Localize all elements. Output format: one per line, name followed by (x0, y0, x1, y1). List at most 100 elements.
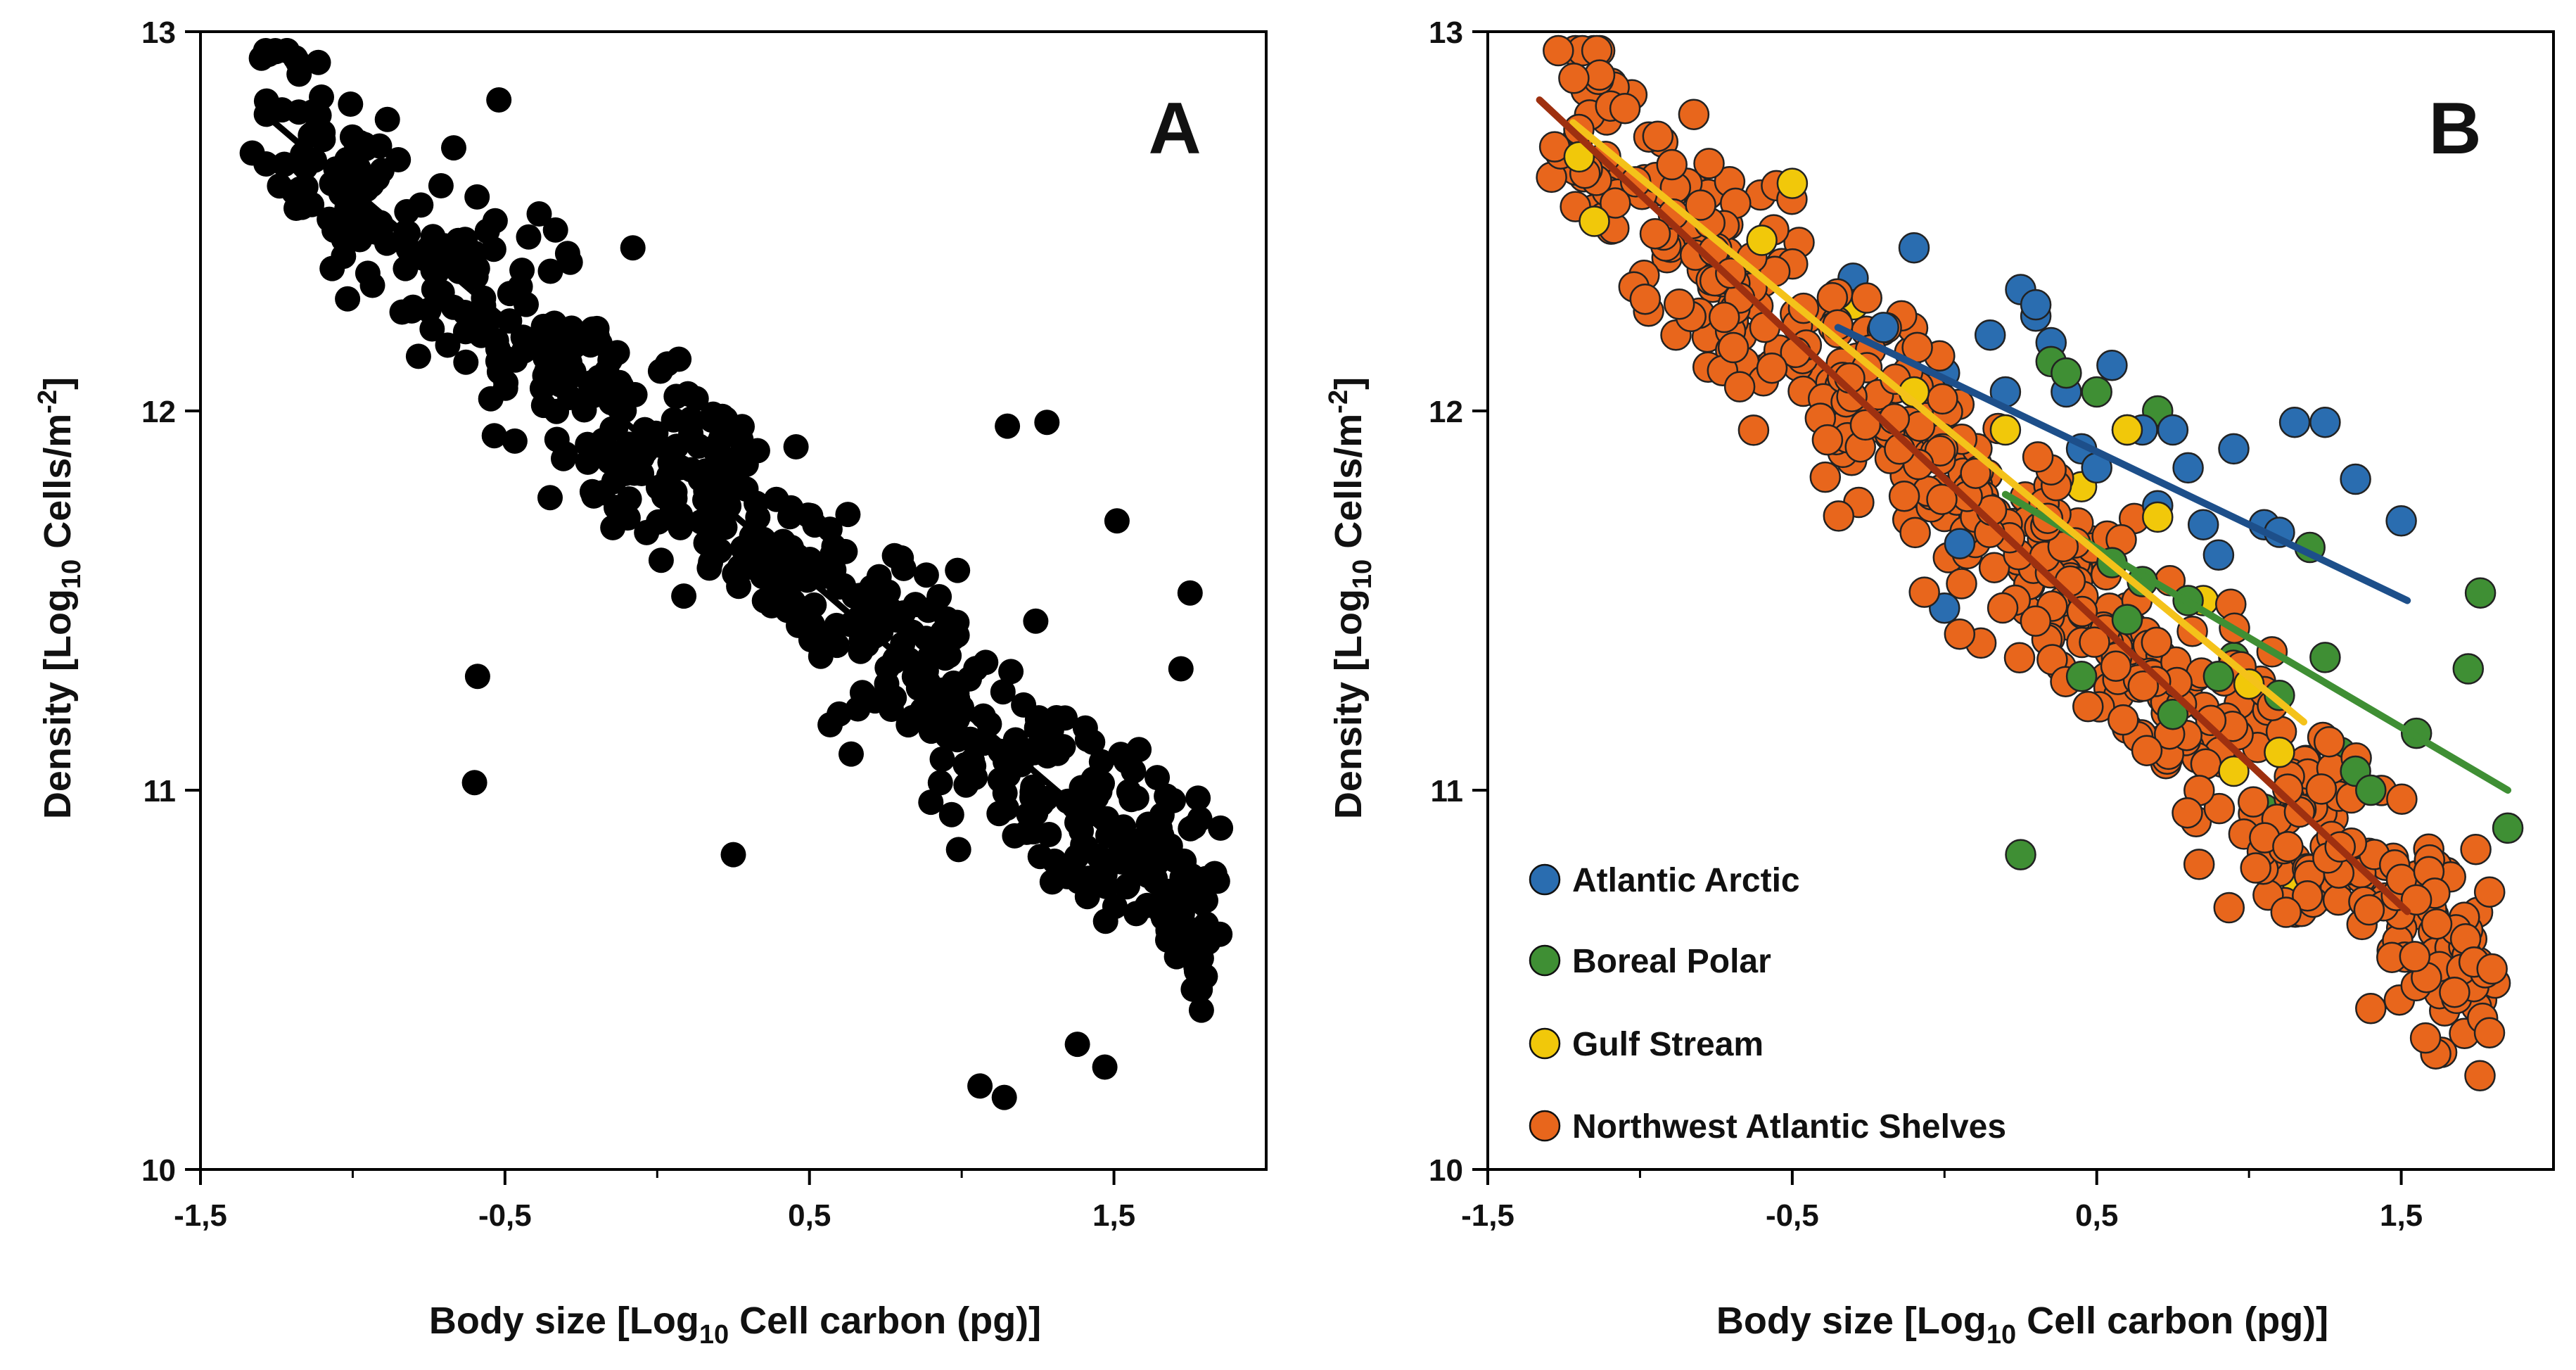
data-point (347, 227, 373, 253)
data-point (1034, 410, 1060, 436)
data-point (608, 373, 635, 399)
data-point-northwest-atlantic-shelves (1978, 552, 2010, 583)
data-point-northwest-atlantic-shelves (2272, 830, 2304, 863)
data-point (464, 184, 490, 210)
data-point (995, 413, 1021, 439)
data-point-northwest-atlantic-shelves (2127, 670, 2160, 702)
data-point (717, 414, 743, 440)
data-point-northwest-atlantic-shelves (2072, 690, 2104, 723)
data-point (780, 589, 806, 614)
data-point-northwest-atlantic-shelves (1851, 282, 1882, 314)
fit-line-all-data-fit (258, 108, 1224, 934)
data-point-atlantic-arctic (2385, 505, 2417, 537)
data-point-northwest-atlantic-shelves (1823, 500, 1855, 532)
data-point (1169, 865, 1195, 890)
data-point (751, 588, 777, 614)
data-point (693, 530, 719, 556)
data-point (441, 135, 466, 161)
data-point-northwest-atlantic-shelves (1717, 331, 1749, 364)
data-point (1188, 945, 1214, 971)
y-tick-label: 11 (143, 774, 176, 808)
y-tick-label: 10 (1429, 1153, 1463, 1188)
data-point-atlantic-arctic (2218, 433, 2250, 465)
y-tick-label: 11 (1430, 774, 1463, 808)
data-point (1186, 969, 1212, 995)
data-point-northwest-atlantic-shelves (1609, 92, 1641, 125)
data-point-northwest-atlantic-shelves (1629, 283, 1662, 315)
data-point-northwest-atlantic-shelves (1811, 424, 1844, 456)
data-point (492, 375, 518, 401)
data-point (927, 770, 953, 796)
data-point (408, 192, 434, 218)
data-point (440, 294, 466, 320)
data-point (507, 274, 533, 300)
data-point-northwest-atlantic-shelves (2203, 792, 2236, 825)
data-point (461, 770, 487, 796)
data-point (620, 235, 646, 261)
data-point (848, 628, 874, 654)
data-point (678, 421, 704, 446)
data-point-northwest-atlantic-shelves (2473, 1017, 2506, 1049)
data-point (645, 432, 671, 458)
legend-item-atlantic-arctic: Atlantic Arctic (1529, 862, 1800, 899)
data-point (615, 505, 641, 531)
data-point-northwest-atlantic-shelves (1543, 34, 1574, 67)
data-point (1088, 749, 1114, 775)
legend-label: Gulf Stream (1572, 1026, 1764, 1063)
data-point (272, 151, 298, 177)
data-point (453, 349, 479, 375)
data-point-atlantic-arctic (2309, 406, 2341, 438)
data-point (1102, 894, 1128, 920)
data-point (668, 502, 694, 528)
data-point (335, 286, 361, 312)
data-point (1085, 772, 1111, 798)
data-point (267, 173, 293, 199)
data-point (849, 680, 875, 706)
data-point (331, 243, 357, 269)
data-point-atlantic-arctic (2157, 414, 2189, 446)
data-point (1121, 758, 1147, 784)
data-point (959, 748, 986, 773)
data-point (355, 260, 381, 286)
data-point (634, 519, 660, 545)
data-point (1168, 656, 1194, 682)
chart-panel-b: -1,5 -0,5 0,5 1,5 10 11 12 13 B Body size [Log… (1324, 15, 2555, 1350)
data-point-atlantic-arctic (2172, 452, 2204, 484)
data-point (688, 509, 714, 535)
data-point (1114, 874, 1140, 900)
data-point-atlantic-arctic (2202, 539, 2235, 571)
data-point (881, 543, 907, 569)
data-point-northwest-atlantic-shelves (1926, 483, 1958, 515)
data-point-atlantic-arctic (2096, 350, 2128, 381)
data-point (839, 741, 864, 767)
data-point (910, 697, 936, 723)
data-point (608, 460, 634, 486)
data-point-boreal-polar (2202, 661, 2235, 692)
data-point-northwest-atlantic-shelves (1809, 461, 1842, 493)
legend-label: Boreal Polar (1572, 943, 1771, 980)
data-point-boreal-polar (2081, 376, 2112, 408)
data-point (239, 140, 265, 166)
data-point (435, 332, 461, 358)
legend-item-boreal-polar: Boreal Polar (1529, 943, 1771, 980)
data-point-atlantic-arctic (1868, 312, 1899, 343)
data-point (716, 478, 742, 504)
data-point-northwest-atlantic-shelves (2100, 650, 2132, 683)
data-point-northwest-atlantic-shelves (2292, 880, 2323, 912)
data-point (858, 581, 884, 607)
data-point (763, 486, 789, 512)
data-point-boreal-polar (2264, 680, 2295, 711)
data-point (1185, 785, 1211, 811)
data-point (671, 583, 697, 609)
legend-item-gulf-stream: Gulf Stream (1529, 1026, 1764, 1063)
data-point-northwest-atlantic-shelves (1715, 258, 1747, 289)
data-point-northwest-atlantic-shelves (2141, 626, 2173, 659)
data-point-northwest-atlantic-shelves (1656, 148, 1688, 181)
data-point (990, 679, 1016, 705)
legend-label: Northwest Atlantic Shelves (1572, 1108, 2006, 1146)
data-point (720, 842, 746, 868)
data-point-gulf-stream (2111, 414, 2143, 446)
data-point-northwest-atlantic-shelves (1737, 414, 1770, 446)
data-point (726, 573, 752, 600)
data-point-atlantic-arctic (1944, 528, 1976, 559)
